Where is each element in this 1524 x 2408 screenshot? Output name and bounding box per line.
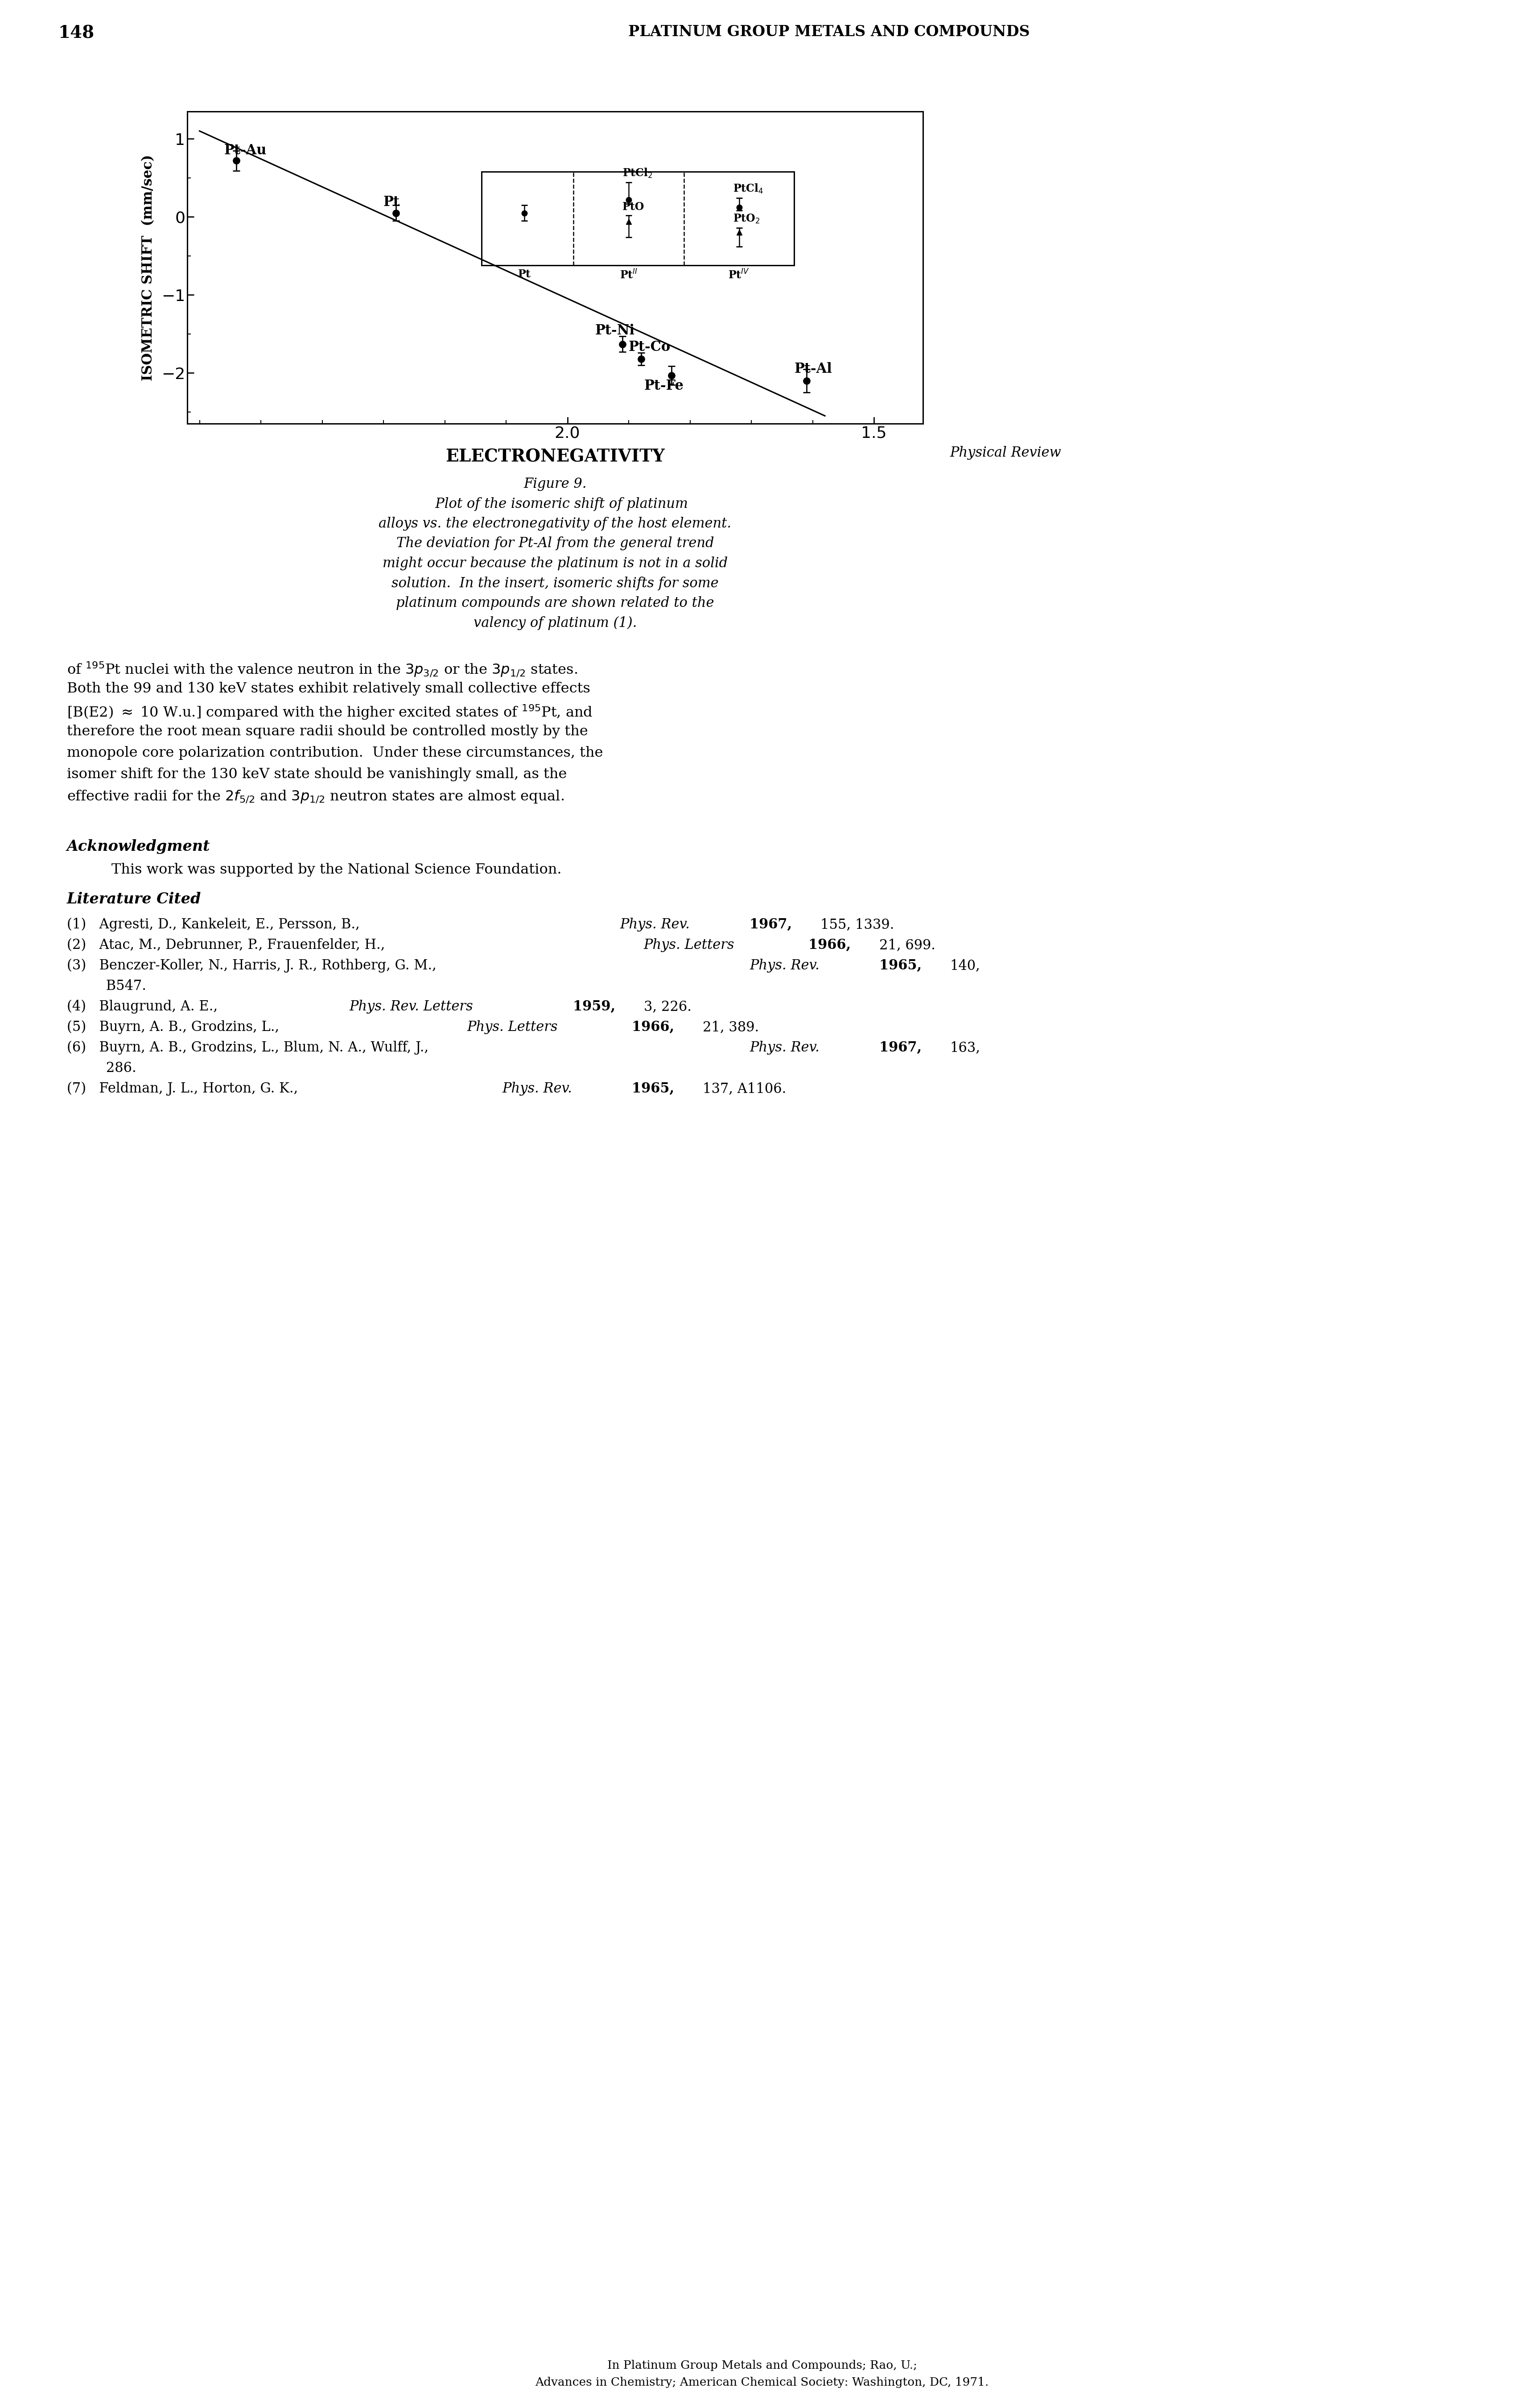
Text: PtO: PtO [622, 202, 645, 212]
Text: 1965,: 1965, [879, 958, 927, 973]
Text: Phys. Rev.: Phys. Rev. [620, 917, 695, 932]
Text: alloys vs. the electronegativity of the host element.: alloys vs. the electronegativity of the … [379, 518, 732, 530]
Text: therefore the root mean square radii should be controlled mostly by the: therefore the root mean square radii sho… [67, 725, 588, 739]
Text: Pt: Pt [384, 195, 399, 209]
Text: Both the 99 and 130 keV states exhibit relatively small collective effects: Both the 99 and 130 keV states exhibit r… [67, 681, 590, 696]
Text: Phys. Rev.: Phys. Rev. [750, 1040, 824, 1055]
Text: (6)   Buyrn, A. B., Grodzins, L., Blum, N. A., Wulff, J.,: (6) Buyrn, A. B., Grodzins, L., Blum, N.… [67, 1040, 433, 1055]
X-axis label: ELECTRONEGATIVITY: ELECTRONEGATIVITY [445, 448, 664, 465]
Text: valency of platinum (1).: valency of platinum (1). [474, 616, 637, 631]
Text: (3)   Benczer-Koller, N., Harris, J. R., Rothberg, G. M.,: (3) Benczer-Koller, N., Harris, J. R., R… [67, 958, 440, 973]
Text: Advances in Chemistry; American Chemical Society: Washington, DC, 1971.: Advances in Chemistry; American Chemical… [535, 2377, 989, 2389]
Text: Phys. Letters: Phys. Letters [643, 939, 739, 951]
Text: 1965,: 1965, [632, 1081, 680, 1096]
Text: might occur because the platinum is not in a solid: might occur because the platinum is not … [383, 556, 727, 571]
Text: platinum compounds are shown related to the: platinum compounds are shown related to … [396, 597, 715, 609]
Text: Pt-Al: Pt-Al [794, 361, 832, 376]
Text: The deviation for Pt-Al from the general trend: The deviation for Pt-Al from the general… [396, 537, 713, 551]
Text: 21, 699.: 21, 699. [879, 939, 936, 951]
Text: Phys. Rev. Letters: Phys. Rev. Letters [349, 999, 477, 1014]
Text: 155, 1339.: 155, 1339. [820, 917, 895, 932]
Text: (7)   Feldman, J. L., Horton, G. K.,: (7) Feldman, J. L., Horton, G. K., [67, 1081, 302, 1096]
Text: 1966,: 1966, [632, 1021, 680, 1033]
Text: PtCl$_2$: PtCl$_2$ [622, 166, 652, 178]
Text: (5)   Buyrn, A. B., Grodzins, L.,: (5) Buyrn, A. B., Grodzins, L., [67, 1021, 283, 1033]
Text: Pt-Fe: Pt-Fe [645, 378, 684, 393]
Text: In Platinum Group Metals and Compounds; Rao, U.;: In Platinum Group Metals and Compounds; … [607, 2360, 917, 2372]
Text: Pt-Ni: Pt-Ni [596, 325, 636, 337]
Text: Pt-Co: Pt-Co [629, 340, 671, 354]
Text: of $^{195}$Pt nuclei with the valence neutron in the $3p_{3/2}$ or the $3p_{1/2}: of $^{195}$Pt nuclei with the valence ne… [67, 660, 578, 677]
Text: PtCl$_4$: PtCl$_4$ [733, 183, 764, 195]
Text: [B(E2) $\approx$ 10 W.u.] compared with the higher excited states of $^{195}$Pt,: [B(E2) $\approx$ 10 W.u.] compared with … [67, 703, 593, 720]
Text: 140,: 140, [949, 958, 980, 973]
Text: 3, 226.: 3, 226. [643, 999, 692, 1014]
Text: B547.: B547. [67, 980, 146, 992]
Bar [482, 171, 794, 265]
Text: Pt-Au: Pt-Au [224, 144, 267, 157]
Y-axis label: ISOMETRIC SHIFT  (mm/sec): ISOMETRIC SHIFT (mm/sec) [142, 154, 155, 380]
Text: Pt: Pt [518, 270, 530, 279]
Text: 1966,: 1966, [808, 939, 855, 951]
Text: PtO$_2$: PtO$_2$ [733, 212, 760, 224]
Text: (2)   Atac, M., Debrunner, P., Frauenfelder, H.,: (2) Atac, M., Debrunner, P., Frauenfelde… [67, 939, 389, 951]
Text: 21, 389.: 21, 389. [703, 1021, 759, 1033]
Text: 286.: 286. [67, 1062, 136, 1074]
Text: isomer shift for the 130 keV state should be vanishingly small, as the: isomer shift for the 130 keV state shoul… [67, 768, 567, 780]
Text: solution.  In the insert, isomeric shifts for some: solution. In the insert, isomeric shifts… [392, 576, 719, 590]
Text: Figure 9.: Figure 9. [524, 477, 587, 491]
Text: 1967,: 1967, [750, 917, 797, 932]
Text: Plot of the isomeric shift of platinum: Plot of the isomeric shift of platinum [422, 496, 687, 510]
Text: Physical Review: Physical Review [949, 445, 1061, 460]
Text: Acknowledgment: Acknowledgment [67, 840, 210, 855]
Text: (4)   Blaugrund, A. E.,: (4) Blaugrund, A. E., [67, 999, 223, 1014]
Text: Literature Cited: Literature Cited [67, 891, 201, 905]
Text: Phys. Letters: Phys. Letters [466, 1021, 562, 1033]
Text: (1)   Agresti, D., Kankeleit, E., Persson, B.,: (1) Agresti, D., Kankeleit, E., Persson,… [67, 917, 364, 932]
Text: Phys. Rev.: Phys. Rev. [503, 1081, 576, 1096]
Text: monopole core polarization contribution.  Under these circumstances, the: monopole core polarization contribution.… [67, 746, 604, 761]
Text: 148: 148 [58, 24, 94, 41]
Text: Pt$^{IV}$: Pt$^{IV}$ [728, 270, 750, 282]
Text: Phys. Rev.: Phys. Rev. [750, 958, 824, 973]
Text: 1967,: 1967, [879, 1040, 927, 1055]
Text: effective radii for the $2f_{5/2}$ and $3p_{1/2}$ neutron states are almost equa: effective radii for the $2f_{5/2}$ and $… [67, 790, 564, 804]
Text: Pt$^{II}$: Pt$^{II}$ [620, 270, 637, 282]
Text: 137, A1106.: 137, A1106. [703, 1081, 786, 1096]
Text: This work was supported by the National Science Foundation.: This work was supported by the National … [111, 862, 561, 877]
Text: PLATINUM GROUP METALS AND COMPOUNDS: PLATINUM GROUP METALS AND COMPOUNDS [628, 24, 1030, 39]
Text: 1959,: 1959, [573, 999, 620, 1014]
Text: 163,: 163, [949, 1040, 980, 1055]
